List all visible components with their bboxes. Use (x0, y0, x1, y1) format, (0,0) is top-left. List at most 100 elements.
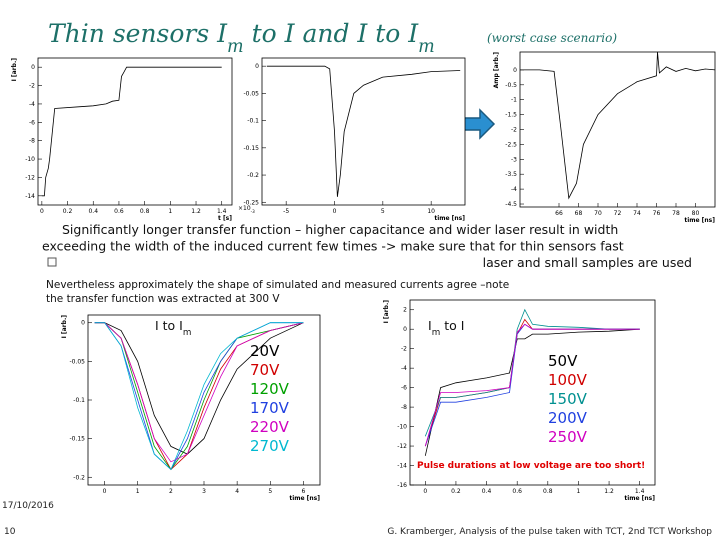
x-tick-label: 0.2 (63, 208, 73, 215)
note-line: the transfer function was extracted at 3… (46, 293, 280, 305)
text-part: I to I (155, 318, 183, 333)
x-tick-label: 1.4 (217, 208, 227, 215)
y-tick-label: -4 (401, 365, 407, 372)
y-tick-label: -0.1 (247, 118, 259, 125)
y-tick-label: -4 (511, 186, 517, 193)
data-line (41, 66, 222, 197)
x-tick-label: 66 (555, 210, 563, 217)
x-tick-label: 0 (103, 488, 107, 495)
text-part: -3 (251, 209, 256, 214)
legend-entry: 100V (548, 371, 588, 389)
note-line: Nevertheless approximately the shape of … (46, 279, 509, 291)
x-tick-label: 0.8 (543, 488, 553, 495)
x-axis-label: time [ns] (289, 495, 320, 502)
text-part: m (418, 37, 435, 57)
y-tick-label: -14 (25, 193, 35, 200)
y-tick-label: -6 (29, 119, 35, 126)
text-part: m (227, 37, 244, 57)
legend-entry: 250V (548, 428, 588, 446)
y-tick-label: -6 (401, 385, 407, 392)
page-number: 10 (4, 527, 16, 537)
x-exponent: ×10-3 (238, 205, 255, 214)
y-tick-label: 2 (403, 307, 407, 314)
x-tick-label: 10 (427, 208, 435, 215)
y-tick-label: -4 (29, 101, 35, 108)
legend-entry: 170V (250, 399, 290, 417)
legend-entry: 50V (548, 352, 578, 370)
y-tick-label: 0 (403, 326, 407, 333)
y-axis-label: I [arb.] (11, 58, 18, 82)
bullet-line: Significantly longer transfer function –… (62, 222, 618, 237)
y-tick-label: -0.1 (73, 397, 85, 404)
x-tick-label: 0.4 (482, 488, 492, 495)
y-tick-label: -2 (511, 127, 517, 134)
y-tick-label: -2 (29, 83, 35, 90)
x-tick-label: 5 (381, 208, 385, 215)
x-tick-label: 0.6 (114, 208, 124, 215)
y-tick-label: -4.5 (505, 201, 517, 208)
x-axis-label: time [ns] (434, 215, 465, 222)
y-tick-label: -8 (29, 138, 35, 145)
date: 17/10/2016 (2, 501, 54, 511)
y-tick-label: 0 (255, 63, 259, 70)
title-note: (worst case scenario) (487, 31, 617, 45)
text-part: m (183, 328, 192, 338)
y-tick-label: 0 (513, 67, 517, 74)
y-tick-label: -2 (401, 346, 407, 353)
plot-frame (519, 51, 716, 208)
legend-entry: 70V (250, 361, 280, 379)
legend-entry: 270V (250, 437, 290, 455)
y-tick-label: -16 (397, 482, 407, 489)
y-tick-label: -0.05 (243, 90, 259, 97)
text-part: m (432, 328, 441, 338)
bullet-marker (47, 257, 57, 267)
y-tick-label: -0.2 (247, 172, 259, 179)
data-line (94, 322, 304, 471)
y-axis-label: Amp [arb.] (493, 52, 500, 89)
text-part: ×10 (238, 205, 251, 212)
x-axis-label: t [s] (218, 215, 232, 222)
chart-note: Pulse durations at low voltage are too s… (417, 461, 645, 471)
x-tick-label: 0 (423, 488, 427, 495)
y-tick-label: -0.2 (73, 474, 85, 481)
y-axis-label: I [arb.] (61, 315, 68, 339)
y-tick-label: -8 (401, 404, 407, 411)
data-line (94, 322, 304, 463)
x-axis-label: time [ns] (684, 217, 715, 224)
chart-annotation: I to Im (155, 318, 191, 338)
legend-entry: 150V (548, 390, 588, 408)
bullet-line: laser and small samples are used (483, 255, 692, 270)
x-tick-label: 72 (614, 210, 622, 217)
x-tick-label: 1.2 (191, 208, 201, 215)
y-tick-label: -12 (25, 174, 35, 181)
arrow (461, 108, 496, 140)
x-tick-label: 3 (202, 488, 206, 495)
x-tick-label: 76 (653, 210, 661, 217)
data-line (424, 328, 640, 456)
x-tick-label: 0.2 (451, 488, 461, 495)
x-tick-label: 78 (672, 210, 680, 217)
data-line (520, 51, 716, 200)
footer: G. Kramberger, Analysis of the pulse tak… (387, 527, 712, 537)
legend-entry: 120V (250, 380, 290, 398)
text-part: I (428, 318, 432, 333)
x-tick-label: 5 (268, 488, 272, 495)
data-line (424, 323, 640, 447)
y-tick-label: -0.25 (243, 199, 259, 206)
x-tick-label: 6 (302, 488, 306, 495)
x-tick-label: 74 (633, 210, 641, 217)
x-tick-label: 1.2 (604, 488, 614, 495)
y-tick-label: -0.05 (69, 358, 85, 365)
y-tick-label: -2.5 (505, 141, 517, 148)
legend-entry: 220V (250, 418, 290, 436)
x-tick-label: 0.6 (512, 488, 522, 495)
text-part: to I (440, 318, 464, 333)
y-axis-label: I [arb.] (383, 300, 390, 324)
plot-frame (37, 57, 233, 206)
y-tick-label: -1.5 (505, 112, 517, 119)
y-tick-label: -1 (511, 97, 517, 104)
x-tick-label: -5 (283, 208, 289, 215)
x-tick-label: 0 (333, 208, 337, 215)
